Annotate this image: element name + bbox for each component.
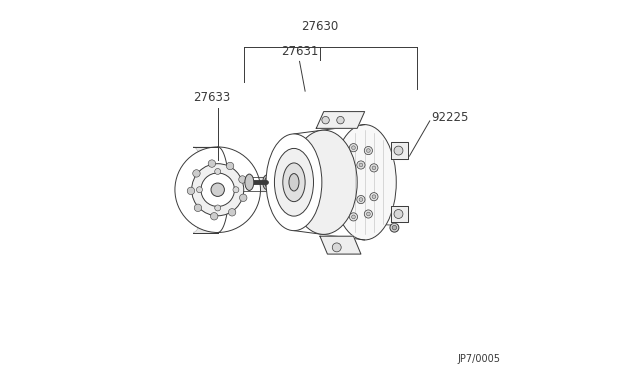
Ellipse shape [394, 209, 403, 218]
Ellipse shape [283, 163, 305, 202]
Polygon shape [391, 142, 408, 159]
Ellipse shape [262, 175, 271, 190]
Ellipse shape [191, 164, 244, 216]
Text: JP7/0005: JP7/0005 [458, 354, 500, 364]
Ellipse shape [359, 163, 363, 167]
Ellipse shape [351, 215, 355, 219]
Ellipse shape [215, 169, 221, 174]
Ellipse shape [196, 187, 202, 193]
Ellipse shape [291, 130, 357, 234]
Ellipse shape [228, 209, 236, 216]
Ellipse shape [390, 223, 399, 232]
Ellipse shape [322, 116, 330, 124]
Ellipse shape [175, 147, 260, 232]
Text: 27631: 27631 [281, 45, 318, 58]
Polygon shape [193, 147, 229, 232]
Ellipse shape [367, 149, 370, 153]
Ellipse shape [351, 146, 355, 150]
Ellipse shape [266, 134, 322, 231]
Polygon shape [391, 206, 408, 222]
Ellipse shape [275, 148, 314, 216]
Ellipse shape [394, 146, 403, 155]
Ellipse shape [337, 116, 344, 124]
Ellipse shape [370, 193, 378, 201]
Ellipse shape [364, 210, 372, 218]
Polygon shape [316, 112, 365, 128]
Ellipse shape [281, 177, 289, 191]
Ellipse shape [208, 160, 216, 167]
Ellipse shape [227, 162, 234, 170]
Ellipse shape [364, 147, 372, 155]
Ellipse shape [289, 174, 299, 191]
Ellipse shape [264, 178, 270, 187]
Text: 92225: 92225 [431, 111, 469, 124]
Ellipse shape [370, 164, 378, 172]
Text: 27630: 27630 [301, 20, 339, 33]
Ellipse shape [349, 144, 358, 152]
Ellipse shape [372, 195, 376, 199]
Ellipse shape [201, 173, 234, 206]
Ellipse shape [239, 176, 246, 183]
Ellipse shape [193, 170, 200, 177]
Ellipse shape [333, 125, 396, 240]
Ellipse shape [357, 196, 365, 204]
Ellipse shape [215, 205, 221, 211]
Ellipse shape [245, 174, 254, 190]
Polygon shape [320, 236, 361, 254]
Ellipse shape [239, 194, 247, 202]
Ellipse shape [367, 212, 370, 216]
Ellipse shape [349, 213, 358, 221]
Ellipse shape [211, 212, 218, 220]
Ellipse shape [188, 187, 195, 195]
Ellipse shape [194, 204, 202, 212]
Ellipse shape [359, 198, 363, 202]
Ellipse shape [372, 166, 376, 170]
Ellipse shape [332, 243, 341, 252]
Text: 27633: 27633 [193, 91, 231, 104]
Ellipse shape [357, 161, 365, 169]
Ellipse shape [233, 187, 239, 193]
Ellipse shape [211, 183, 225, 196]
Ellipse shape [392, 225, 397, 230]
